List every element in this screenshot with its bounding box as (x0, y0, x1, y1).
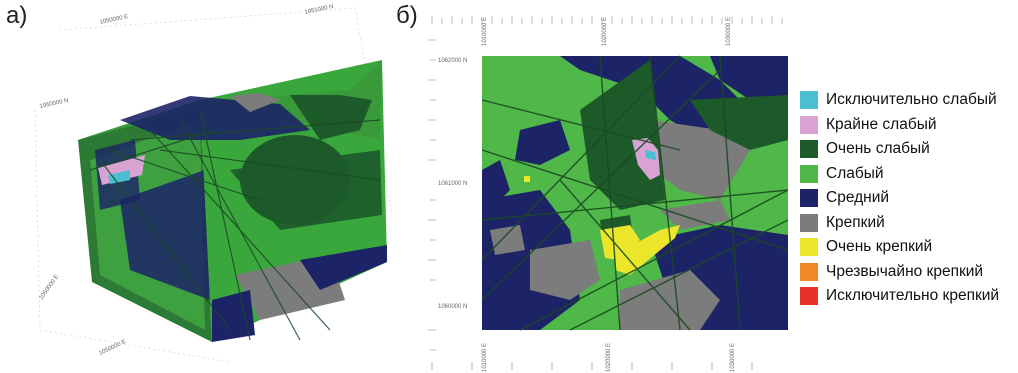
legend-item: Средний (800, 186, 999, 211)
legend-item: Чрезвычайно крепкий (800, 260, 999, 285)
legend-swatch (800, 287, 818, 306)
top-tick-3: 1030000 E (726, 17, 732, 46)
legend-item: Исключительно крепкий (800, 284, 999, 309)
coord-label-a-1: 1050000 E (99, 14, 129, 26)
legend-item: Крайне слабый (800, 113, 999, 138)
legend-swatch (800, 115, 818, 134)
legend-swatch (800, 91, 818, 110)
top-tick-1: 1010000 E (482, 17, 488, 46)
legend-swatch (800, 189, 818, 208)
legend-item: Исключительно слабый (800, 88, 999, 113)
legend-label: Очень слабый (826, 140, 930, 158)
left-tick-3: 1060000 N (438, 304, 467, 310)
legend-label: Очень крепкий (826, 238, 933, 256)
bottom-tick-3: 1030000 E (730, 343, 736, 372)
coord-label-a-2: 1051000 N (304, 4, 334, 16)
legend-label: Слабый (826, 164, 884, 182)
legend-label: Крайне слабый (826, 115, 937, 133)
legend-swatch (800, 140, 818, 159)
legend-item: Очень крепкий (800, 235, 999, 260)
coord-label-a-4: 1050000 E (39, 274, 61, 301)
legend-label: Чрезвычайно крепкий (826, 262, 984, 280)
coord-label-a-5: 1050000 E (98, 339, 127, 357)
left-tick-1: 1062000 N (438, 58, 467, 64)
legend-label: Средний (826, 189, 890, 207)
coord-label-a-3: 1050000 N (39, 98, 69, 110)
legend-label: Исключительно слабый (826, 91, 997, 109)
legend-item: Крепкий (800, 211, 999, 236)
panel-b-label: б) (396, 2, 418, 29)
bottom-tick-2: 1020000 E (606, 343, 612, 372)
legend-item: Очень слабый (800, 137, 999, 162)
top-tick-2: 1020000 E (602, 17, 608, 46)
left-tick-2: 1061000 N (438, 181, 467, 187)
bottom-tick-1: 1010000 E (482, 343, 488, 372)
legend-swatch (800, 164, 818, 183)
legend-item: Слабый (800, 162, 999, 187)
legend-swatch (800, 262, 818, 281)
legend-label: Исключительно крепкий (826, 287, 1000, 305)
panel-a-label: а) (6, 2, 28, 29)
block-model-3d: 1050000 E 1051000 N 1050000 N 1050000 E … (34, 4, 393, 363)
legend-swatch (800, 238, 818, 257)
legend: Исключительно слабый Крайне слабый Очень с… (800, 88, 999, 309)
map-area (481, 55, 789, 331)
legend-label: Крепкий (826, 213, 885, 231)
legend-swatch (800, 213, 818, 232)
plan-map: 1010000 E 1020000 E 1030000 E 1062000 N … (428, 16, 789, 372)
